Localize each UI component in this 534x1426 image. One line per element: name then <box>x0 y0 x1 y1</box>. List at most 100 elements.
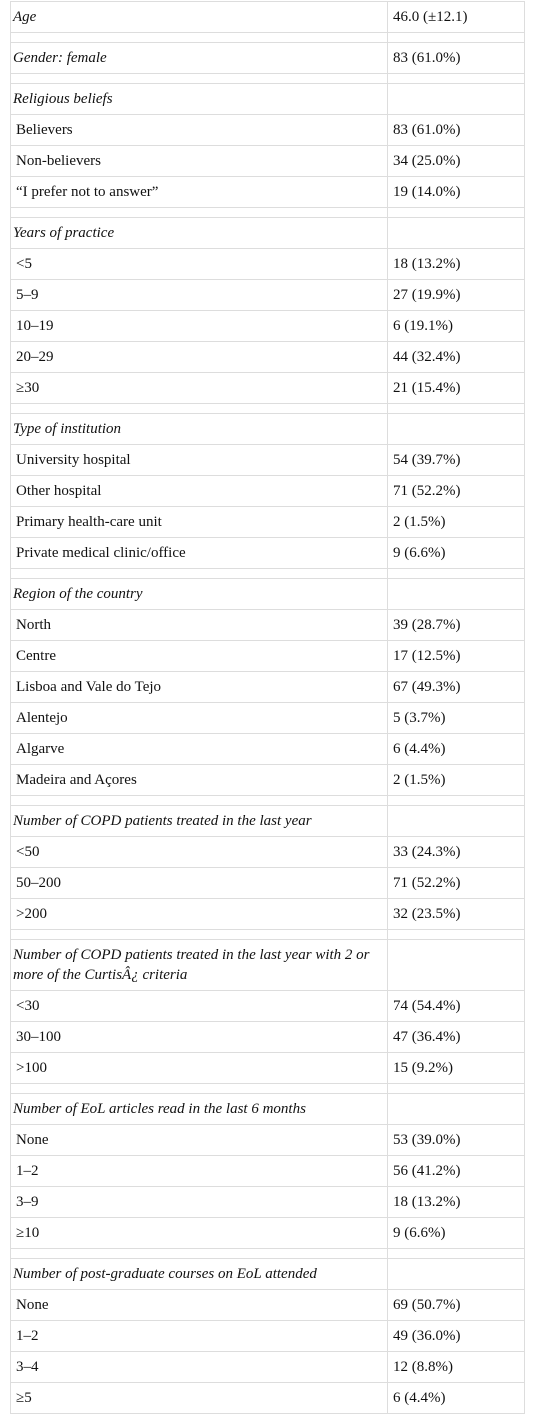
row-label: Other hospital <box>10 475 388 507</box>
spacer-row <box>10 73 525 84</box>
data-row: 3–4 12 (8.8%) <box>10 1351 525 1383</box>
data-row: “I prefer not to answer” 19 (14.0%) <box>10 176 525 208</box>
row-value: 34 (25.0%) <box>387 145 525 177</box>
row-value: 5 (3.7%) <box>387 702 525 734</box>
data-row: Centre 17 (12.5%) <box>10 640 525 672</box>
row-label: Alentejo <box>10 702 388 734</box>
row-label: Centre <box>10 640 388 672</box>
section-title: Number of post-graduate courses on EoL a… <box>10 1258 388 1290</box>
section-title: Region of the country <box>10 578 388 610</box>
row-value: 32 (23.5%) <box>387 898 525 930</box>
spacer-cell <box>387 568 525 579</box>
row-value: 27 (19.9%) <box>387 279 525 311</box>
data-row: Alentejo 5 (3.7%) <box>10 702 525 734</box>
empty-cell <box>387 805 525 837</box>
section-header-row: Region of the country <box>10 578 525 610</box>
row-value: 6 (4.4%) <box>387 733 525 765</box>
row-label: 10–19 <box>10 310 388 342</box>
data-row: University hospital 54 (39.7%) <box>10 444 525 476</box>
data-row: ≥30 21 (15.4%) <box>10 372 525 404</box>
empty-cell <box>387 939 525 991</box>
spacer-row <box>10 795 525 806</box>
data-row: 1–2 56 (41.2%) <box>10 1155 525 1187</box>
row-label: 3–4 <box>10 1351 388 1383</box>
row-value: 15 (9.2%) <box>387 1052 525 1084</box>
empty-cell <box>387 1258 525 1290</box>
row-label: ≥5 <box>10 1382 388 1414</box>
table-body: Age 46.0 (±12.1) Gender: female 83 (61.0%) R… <box>10 1 525 1414</box>
section-title: Number of COPD patients treated in the l… <box>10 939 388 991</box>
section-header-row: Type of institution <box>10 413 525 445</box>
spacer-cell <box>387 1083 525 1094</box>
row-label: 20–29 <box>10 341 388 373</box>
table: Age 46.0 (±12.1) Gender: female 83 (61.0%) R… <box>10 1 525 1414</box>
row-label: 50–200 <box>10 867 388 899</box>
section-title: Type of institution <box>10 413 388 445</box>
data-row: North 39 (28.7%) <box>10 609 525 641</box>
spacer-cell <box>387 795 525 806</box>
row-value: 18 (13.2%) <box>387 1186 525 1218</box>
empty-cell <box>387 413 525 445</box>
spacer-cell <box>10 207 388 218</box>
section-header-row: Number of COPD patients treated in the l… <box>10 939 525 991</box>
row-label: None <box>10 1124 388 1156</box>
row-value: 71 (52.2%) <box>387 867 525 899</box>
data-row: Other hospital 71 (52.2%) <box>10 475 525 507</box>
data-row: 20–29 44 (32.4%) <box>10 341 525 373</box>
spacer-cell <box>10 32 388 43</box>
row-value: 54 (39.7%) <box>387 444 525 476</box>
spacer-cell <box>387 73 525 84</box>
data-row: Algarve 6 (4.4%) <box>10 733 525 765</box>
spacer-row <box>10 32 525 43</box>
data-row: ≥10 9 (6.6%) <box>10 1217 525 1249</box>
section-header-row: Number of EoL articles read in the last … <box>10 1093 525 1125</box>
data-row: Lisboa and Vale do Tejo 67 (49.3%) <box>10 671 525 703</box>
spacer-cell <box>10 929 388 940</box>
section-header-row: Gender: female 83 (61.0%) <box>10 42 525 74</box>
spacer-row <box>10 568 525 579</box>
row-label: ≥10 <box>10 1217 388 1249</box>
row-value: 67 (49.3%) <box>387 671 525 703</box>
row-value: 6 (4.4%) <box>387 1382 525 1414</box>
spacer-cell <box>10 73 388 84</box>
row-value: 2 (1.5%) <box>387 764 525 796</box>
spacer-cell <box>387 32 525 43</box>
spacer-row <box>10 207 525 218</box>
row-value: 9 (6.6%) <box>387 1217 525 1249</box>
data-row: <5 18 (13.2%) <box>10 248 525 280</box>
data-row: Non-believers 34 (25.0%) <box>10 145 525 177</box>
data-row: 3–9 18 (13.2%) <box>10 1186 525 1218</box>
row-label: North <box>10 609 388 641</box>
data-row: None 69 (50.7%) <box>10 1289 525 1321</box>
row-label: <30 <box>10 990 388 1022</box>
row-value: 2 (1.5%) <box>387 506 525 538</box>
spacer-cell <box>387 929 525 940</box>
section-value: 46.0 (±12.1) <box>387 1 525 33</box>
row-value: 69 (50.7%) <box>387 1289 525 1321</box>
row-label: 5–9 <box>10 279 388 311</box>
data-row: Private medical clinic/office 9 (6.6%) <box>10 537 525 569</box>
data-row: None 53 (39.0%) <box>10 1124 525 1156</box>
section-header-row: Age 46.0 (±12.1) <box>10 1 525 33</box>
row-value: 18 (13.2%) <box>387 248 525 280</box>
data-row: 5–9 27 (19.9%) <box>10 279 525 311</box>
section-title: Number of EoL articles read in the last … <box>10 1093 388 1125</box>
row-label: University hospital <box>10 444 388 476</box>
section-title: Age <box>10 1 388 33</box>
data-row: 1–2 49 (36.0%) <box>10 1320 525 1352</box>
row-value: 44 (32.4%) <box>387 341 525 373</box>
row-value: 33 (24.3%) <box>387 836 525 868</box>
row-label: None <box>10 1289 388 1321</box>
data-row: ≥5 6 (4.4%) <box>10 1382 525 1414</box>
section-header-row: Number of post-graduate courses on EoL a… <box>10 1258 525 1290</box>
row-value: 53 (39.0%) <box>387 1124 525 1156</box>
spacer-row <box>10 403 525 414</box>
row-value: 74 (54.4%) <box>387 990 525 1022</box>
row-label: <50 <box>10 836 388 868</box>
spacer-cell <box>387 403 525 414</box>
row-value: 17 (12.5%) <box>387 640 525 672</box>
row-label: ≥30 <box>10 372 388 404</box>
row-label: 1–2 <box>10 1155 388 1187</box>
empty-cell <box>387 1093 525 1125</box>
